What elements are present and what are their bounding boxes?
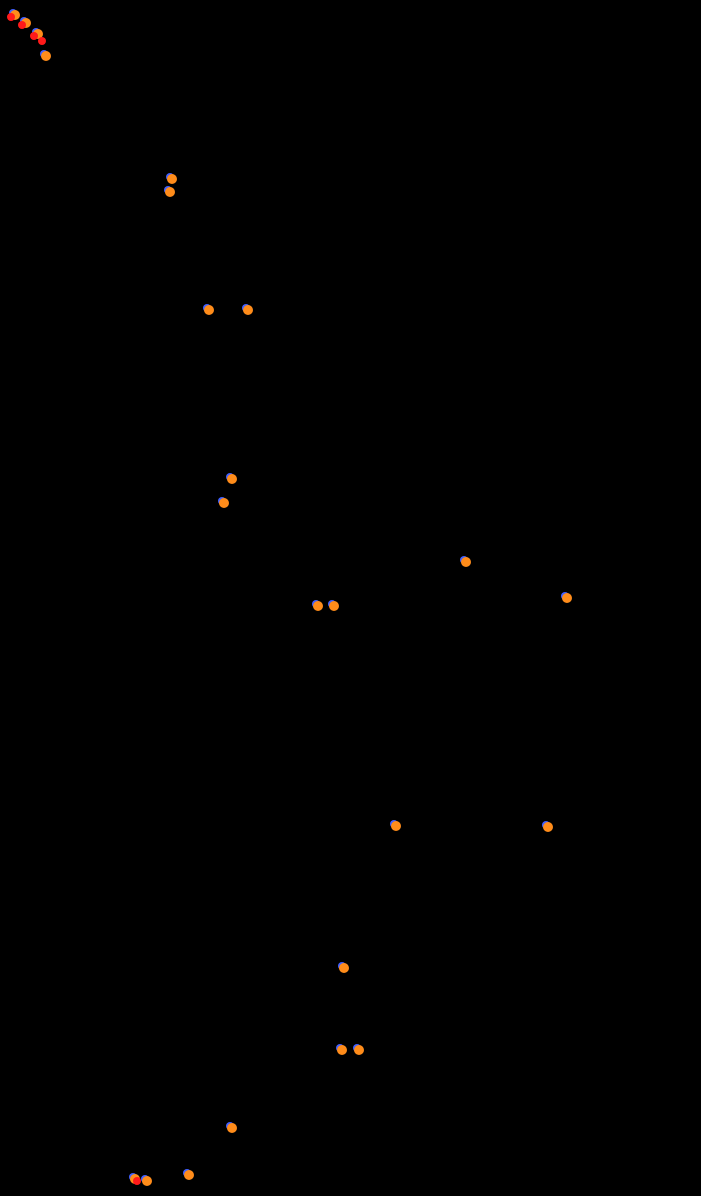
orange-point bbox=[41, 51, 51, 61]
red-point bbox=[30, 32, 38, 40]
orange-point bbox=[461, 557, 471, 567]
orange-point bbox=[165, 187, 175, 197]
orange-point bbox=[329, 601, 339, 611]
orange-point bbox=[227, 1123, 237, 1133]
red-point bbox=[133, 1177, 141, 1185]
orange-point bbox=[337, 1045, 347, 1055]
orange-point bbox=[313, 601, 323, 611]
red-point bbox=[7, 13, 15, 21]
orange-point bbox=[339, 963, 349, 973]
orange-point bbox=[204, 305, 214, 315]
orange-point bbox=[354, 1045, 364, 1055]
red-point bbox=[38, 37, 46, 45]
orange-point bbox=[543, 822, 553, 832]
orange-point bbox=[227, 474, 237, 484]
orange-point bbox=[562, 593, 572, 603]
orange-point bbox=[184, 1170, 194, 1180]
orange-point bbox=[243, 305, 253, 315]
orange-point bbox=[219, 498, 229, 508]
scatter-canvas bbox=[0, 0, 701, 1196]
orange-point bbox=[391, 821, 401, 831]
orange-point bbox=[142, 1176, 152, 1186]
red-point bbox=[18, 21, 26, 29]
orange-point bbox=[167, 174, 177, 184]
